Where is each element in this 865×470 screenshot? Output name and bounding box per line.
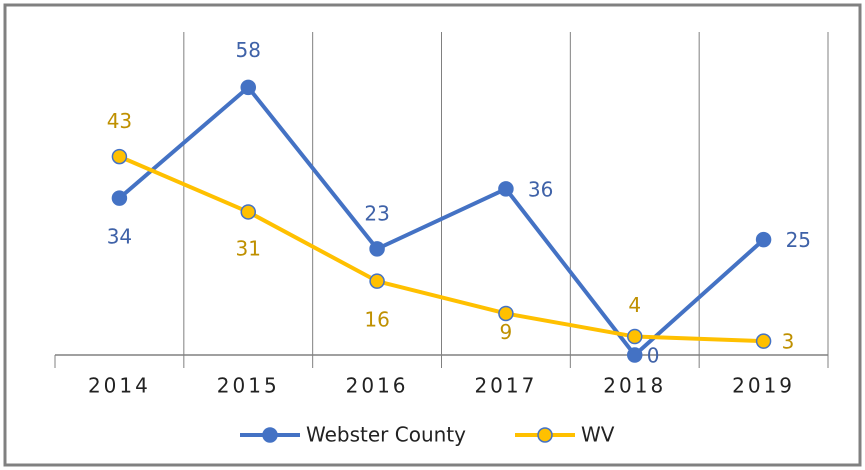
x-tick-label: 2018 bbox=[603, 374, 666, 398]
data-label: 16 bbox=[364, 308, 389, 332]
point bbox=[498, 181, 514, 197]
point bbox=[498, 305, 514, 322]
legend-label: WV bbox=[581, 423, 615, 447]
data-label: 4 bbox=[628, 293, 641, 317]
point bbox=[755, 333, 772, 349]
data-label: 9 bbox=[500, 320, 513, 344]
data-label: 25 bbox=[786, 228, 811, 252]
point bbox=[755, 231, 772, 248]
data-label: 34 bbox=[107, 225, 132, 249]
point bbox=[627, 347, 643, 363]
data-label: 58 bbox=[236, 38, 261, 62]
data-label: 31 bbox=[236, 236, 261, 260]
series-line bbox=[118, 154, 764, 344]
data-label: 36 bbox=[528, 177, 553, 201]
x-tick-label: 2014 bbox=[88, 374, 151, 398]
data-label: 3 bbox=[782, 330, 795, 354]
chart-border bbox=[3, 3, 862, 467]
legend-marker bbox=[537, 427, 553, 443]
point bbox=[111, 190, 128, 206]
data-label: 23 bbox=[364, 201, 389, 225]
x-tick-label: 2019 bbox=[732, 374, 795, 398]
point bbox=[240, 204, 256, 220]
data-label: 43 bbox=[107, 109, 132, 133]
x-tick-label: 2017 bbox=[474, 374, 537, 398]
point bbox=[627, 328, 643, 345]
point bbox=[369, 273, 385, 289]
x-tick-label: 2016 bbox=[346, 374, 409, 398]
legend-label: Webster County bbox=[306, 423, 466, 447]
point bbox=[111, 148, 128, 165]
data-label: 0 bbox=[647, 344, 660, 368]
point bbox=[369, 241, 385, 257]
point bbox=[240, 79, 256, 96]
x-tick-label: 2015 bbox=[217, 374, 280, 398]
legend-marker bbox=[262, 427, 278, 443]
